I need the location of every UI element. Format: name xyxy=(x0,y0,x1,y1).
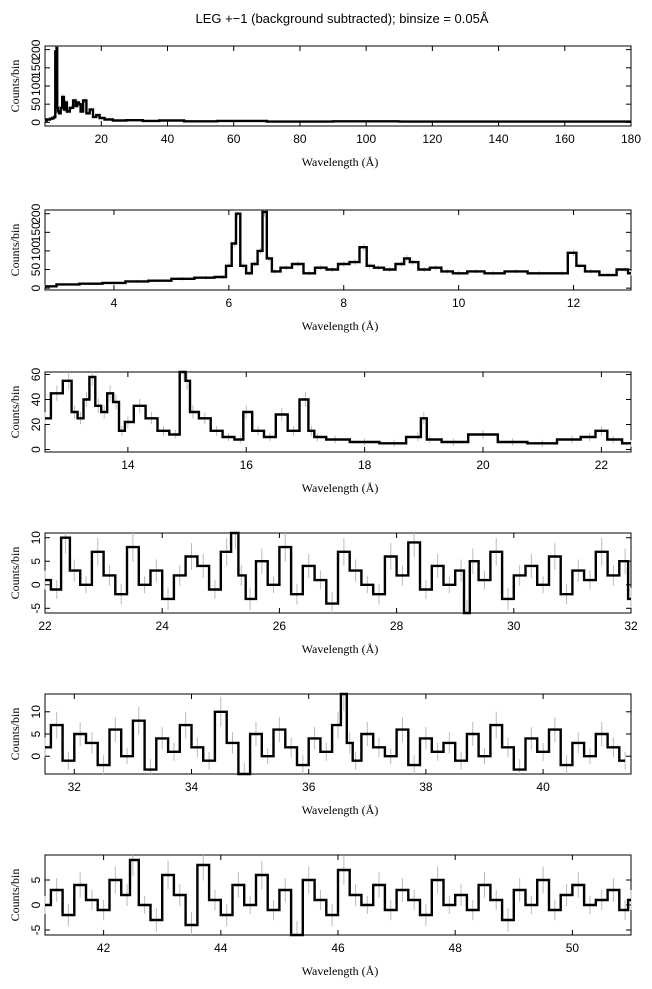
x-tick-label: 22 xyxy=(38,619,52,633)
x-tick-label: 44 xyxy=(214,941,228,955)
y-axis-label: Counts/bin xyxy=(8,869,22,922)
x-tick-label: 38 xyxy=(419,780,433,794)
x-tick-label: 24 xyxy=(156,619,170,633)
panel-5: 32 34 36 38 40 0 5 10 Wavelength (Å) Counts/bin xyxy=(8,692,632,817)
x-axis-label: Wavelength (Å) xyxy=(302,319,379,333)
y-tick-label: 5 xyxy=(29,558,43,565)
y-tick-label: 5 xyxy=(29,876,43,883)
x-tick-label: 20 xyxy=(95,132,109,146)
x-tick-label: 160 xyxy=(555,132,575,146)
y-tick-label: 60 xyxy=(29,368,43,382)
panel-3: 14 16 18 20 22 0 20 40 60 Wavelength (Å) Counts/bi… xyxy=(8,368,632,495)
x-tick-label: 18 xyxy=(358,458,372,472)
plot-frame xyxy=(44,371,632,453)
y-tick-label: 10 xyxy=(29,531,43,545)
x-tick-label: 20 xyxy=(476,458,490,472)
plot-frame xyxy=(44,45,632,127)
x-tick-label: 32 xyxy=(624,619,638,633)
x-tick-label: 46 xyxy=(331,941,345,955)
x-tick-label: 16 xyxy=(240,458,254,472)
x-tick-label: 30 xyxy=(507,619,521,633)
x-tick-label: 48 xyxy=(449,941,463,955)
panel-4: 22 24 26 28 30 32 -5 0 5 10 Wavelength (Å) Counts/b… xyxy=(8,531,638,656)
x-tick-label: 10 xyxy=(452,296,466,310)
panels: 20 40 60 80 100 120 140 160 180050100150200Wavel… xyxy=(8,39,641,978)
y-tick-label: 50 xyxy=(29,263,43,277)
y-tick-label: 200 xyxy=(29,39,43,59)
x-tick-label: 40 xyxy=(536,780,550,794)
x-tick-label: 28 xyxy=(390,619,404,633)
y-tick-label: -5 xyxy=(29,603,43,614)
x-tick-label: 180 xyxy=(621,132,641,146)
y-tick-label: 150 xyxy=(29,222,43,242)
spectrum-line xyxy=(45,370,631,445)
y-tick-label: 20 xyxy=(29,418,43,432)
x-tick-label: 32 xyxy=(68,780,82,794)
x-tick-label: 120 xyxy=(422,132,442,146)
y-tick-label: 0 xyxy=(29,753,43,760)
x-axis-label: Wavelength (Å) xyxy=(302,481,379,495)
x-tick-label: 6 xyxy=(225,296,232,310)
y-tick-label: 200 xyxy=(29,203,43,223)
spectrum-line xyxy=(45,858,631,937)
x-tick-label: 22 xyxy=(595,458,609,472)
x-axis-label: Wavelength (Å) xyxy=(302,642,379,656)
spectrum-line xyxy=(45,210,631,288)
x-tick-label: 34 xyxy=(185,780,199,794)
panel-6: 42 44 46 48 50 -5 0 5 Wavelength (Å) Counts/bin xyxy=(8,854,632,978)
plot-frame xyxy=(44,209,632,291)
panel-1: 20 40 60 80 100 120 140 160 180050100150200Wavel… xyxy=(8,39,641,169)
y-axis-label: Counts/bin xyxy=(8,386,22,439)
figure-title: LEG +−1 (background subtracted); binsize… xyxy=(195,11,488,26)
y-axis-label: Counts/bin xyxy=(8,547,22,600)
y-tick-label: 40 xyxy=(29,393,43,407)
y-axis-label: Counts/bin xyxy=(8,60,22,113)
y-tick-label: -5 xyxy=(29,924,43,935)
x-axis-label: Wavelength (Å) xyxy=(302,803,379,817)
y-tick-label: 0 xyxy=(29,284,43,291)
y-tick-label: 10 xyxy=(29,705,43,719)
y-tick-label: 0 xyxy=(29,446,43,453)
y-axis-label: Counts/bin xyxy=(8,224,22,277)
y-tick-label: 0 xyxy=(29,119,43,126)
y-tick-label: 0 xyxy=(29,901,43,908)
x-tick-label: 42 xyxy=(97,941,111,955)
x-tick-label: 8 xyxy=(340,296,347,310)
x-tick-label: 36 xyxy=(302,780,316,794)
x-tick-label: 50 xyxy=(566,941,580,955)
x-tick-label: 60 xyxy=(227,132,241,146)
y-tick-label: 5 xyxy=(29,730,43,737)
x-axis-label: Wavelength (Å) xyxy=(302,155,379,169)
x-tick-label: 100 xyxy=(356,132,376,146)
x-tick-label: 80 xyxy=(293,132,307,146)
y-tick-label: 150 xyxy=(29,57,43,77)
spectrum-line xyxy=(45,46,631,123)
y-tick-label: 100 xyxy=(29,241,43,261)
y-tick-label: 0 xyxy=(29,581,43,588)
y-tick-label: 100 xyxy=(29,76,43,96)
spectrum-line xyxy=(45,531,631,615)
x-tick-label: 12 xyxy=(567,296,581,310)
x-tick-label: 4 xyxy=(111,296,118,310)
x-axis-label: Wavelength (Å) xyxy=(302,964,379,978)
x-tick-label: 40 xyxy=(161,132,175,146)
spectrum-line xyxy=(45,692,626,776)
x-tick-label: 26 xyxy=(273,619,287,633)
x-tick-label: 140 xyxy=(489,132,509,146)
x-tick-label: 14 xyxy=(121,458,135,472)
y-axis-label: Counts/bin xyxy=(8,708,22,761)
y-tick-label: 50 xyxy=(29,97,43,111)
